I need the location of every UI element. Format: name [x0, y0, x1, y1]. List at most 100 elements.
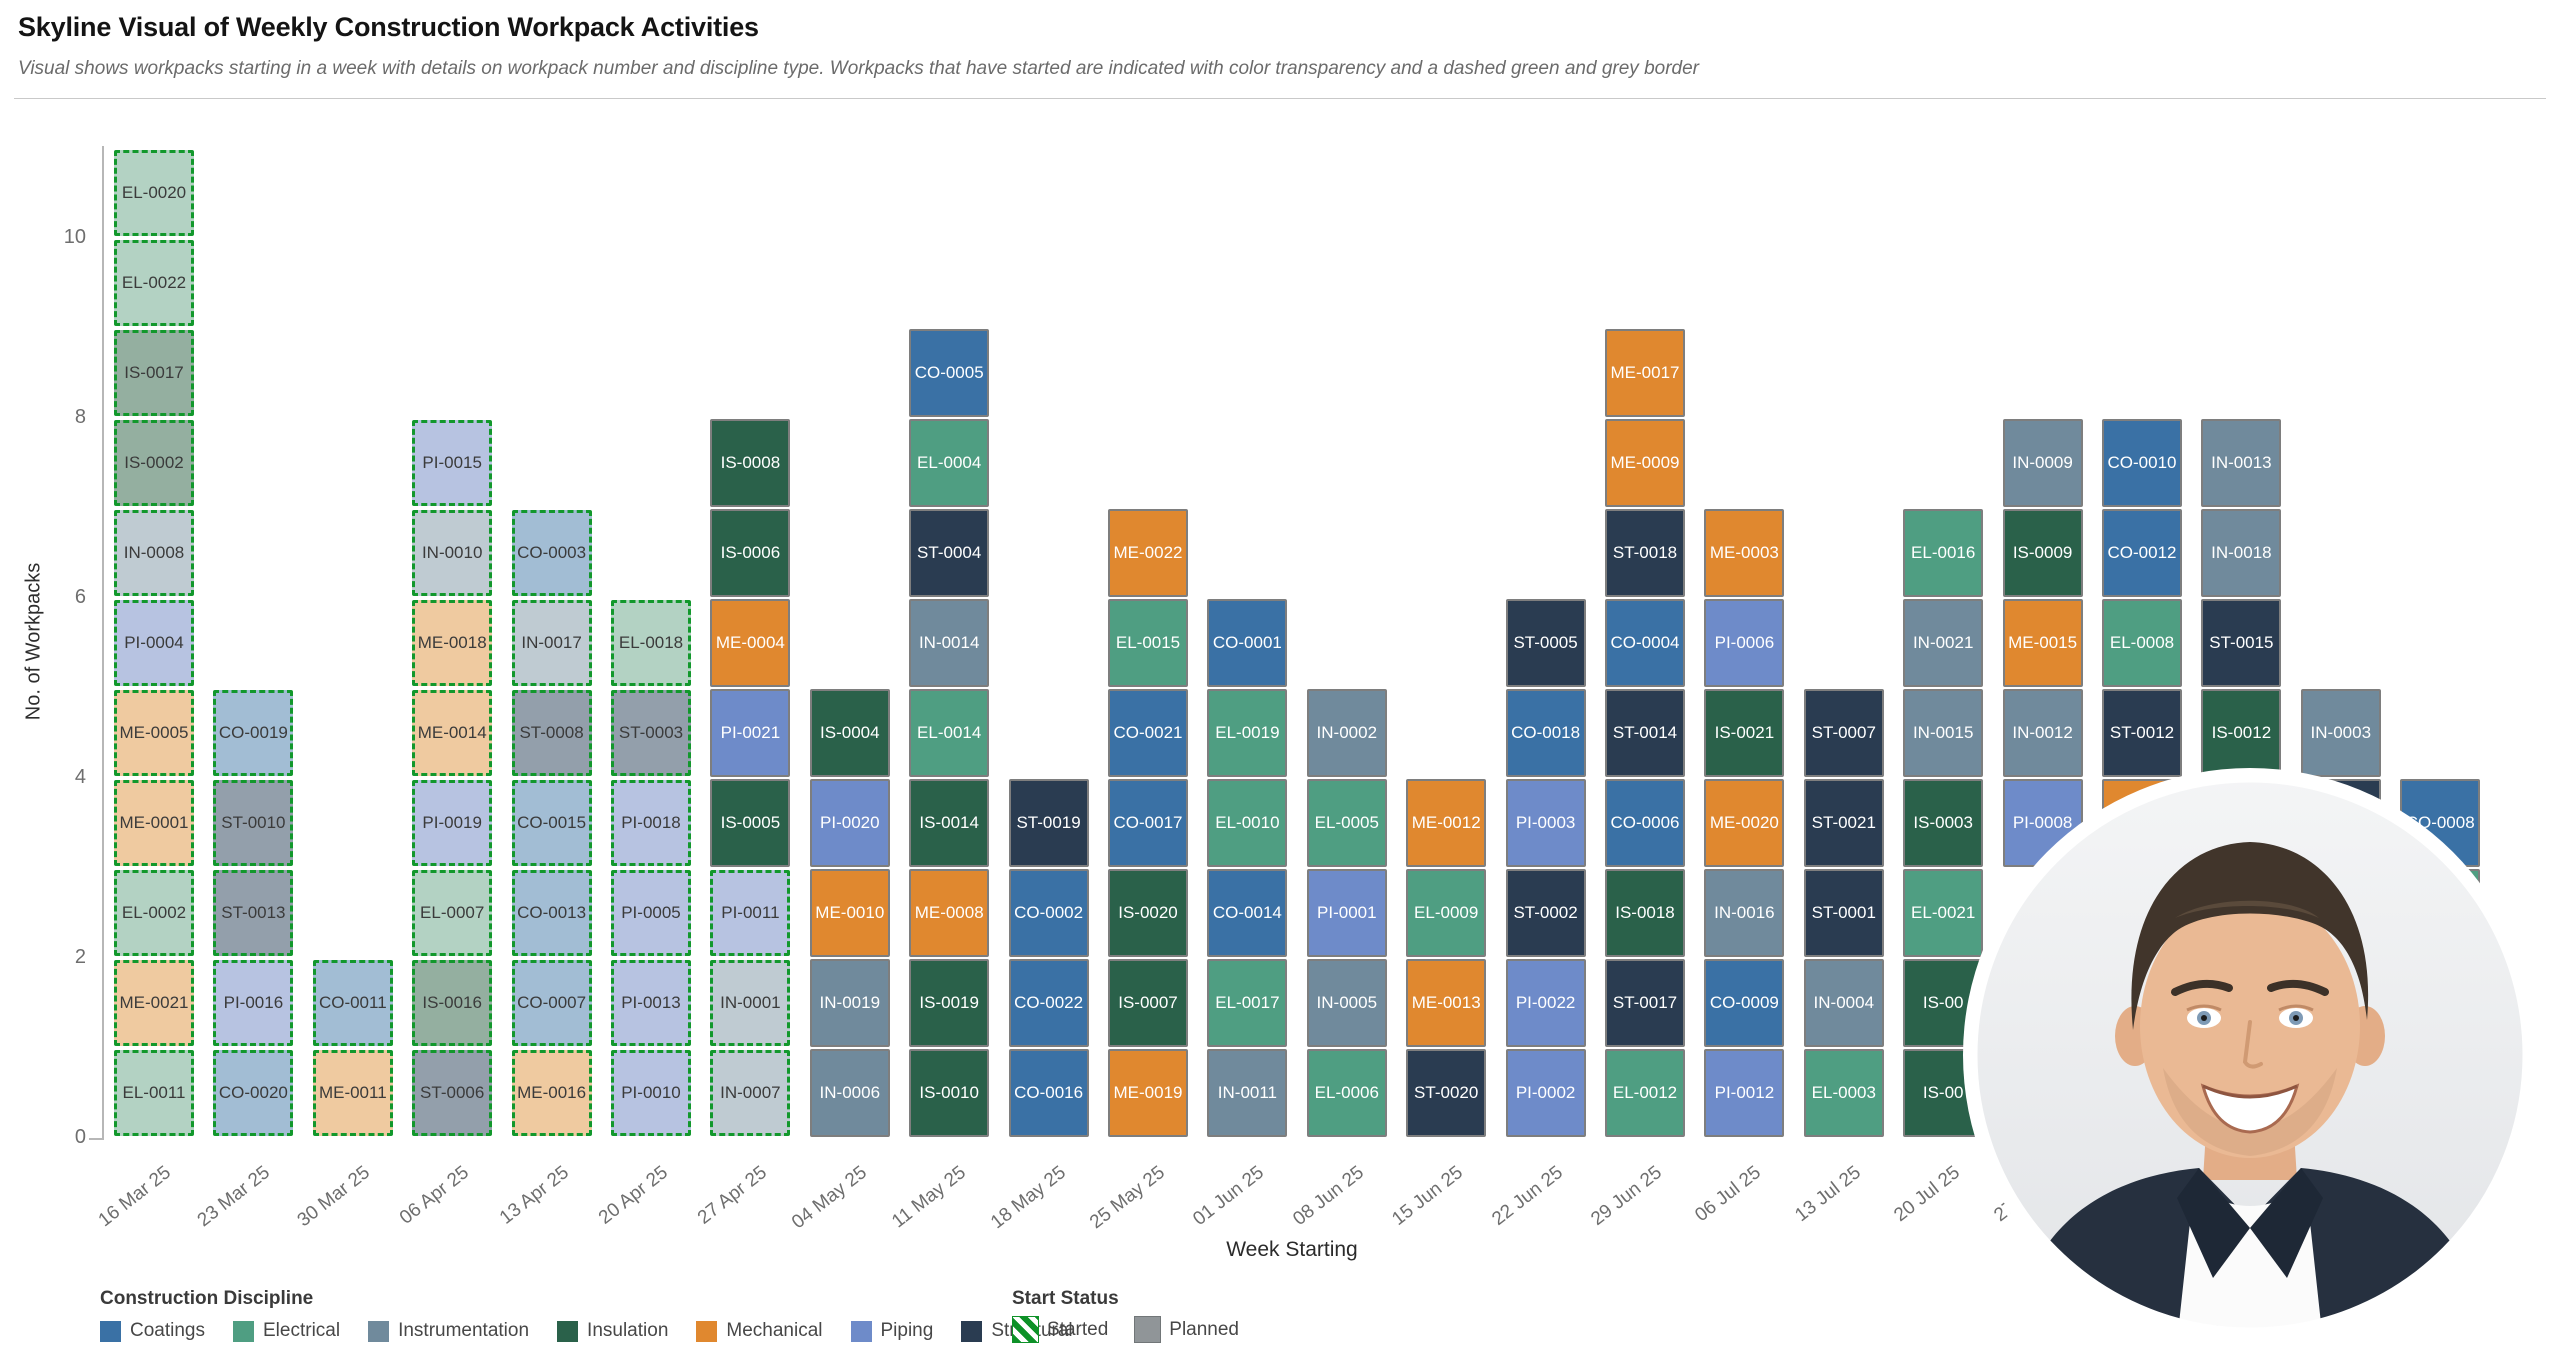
- workpack-block[interactable]: CO-0021: [1108, 689, 1188, 777]
- workpack-block[interactable]: IS-0016: [412, 960, 493, 1046]
- workpack-block[interactable]: IS-0009: [2002, 509, 2083, 597]
- workpack-block[interactable]: CO-0016: [1008, 1049, 1089, 1137]
- workpack-block[interactable]: ST-0003: [611, 690, 691, 776]
- workpack-block[interactable]: IN-0003: [2300, 689, 2381, 777]
- workpack-block[interactable]: ST-0010: [213, 780, 294, 866]
- workpack-block[interactable]: IN-0017: [511, 600, 592, 686]
- legend-item-mechanical[interactable]: Mechanical: [696, 1320, 823, 1342]
- workpack-block[interactable]: EL-0005: [1306, 779, 1387, 867]
- legend-item-planned[interactable]: Planned: [1134, 1316, 1239, 1343]
- workpack-block[interactable]: PI-0006: [1704, 599, 1785, 687]
- workpack-block[interactable]: IN-0016: [1704, 869, 1785, 957]
- workpack-block[interactable]: PI-0015: [412, 420, 493, 506]
- legend-item-coatings[interactable]: Coatings: [100, 1320, 205, 1342]
- workpack-block[interactable]: CO-0015: [511, 780, 592, 866]
- legend-item-electrical[interactable]: Electrical: [233, 1320, 340, 1342]
- workpack-block[interactable]: ME-0004: [710, 599, 791, 687]
- workpack-block[interactable]: CO-0012: [2102, 509, 2182, 597]
- workpack-block[interactable]: ME-0003: [1704, 509, 1785, 597]
- workpack-block[interactable]: PI-0022: [1505, 959, 1586, 1047]
- workpack-block[interactable]: EL-0020: [114, 150, 194, 236]
- workpack-block[interactable]: ME-0020: [1704, 779, 1785, 867]
- workpack-block[interactable]: ME-0001: [114, 780, 194, 866]
- workpack-block[interactable]: IN-0009: [2002, 419, 2083, 507]
- workpack-block[interactable]: ST-0021: [1803, 779, 1884, 867]
- workpack-block[interactable]: EL-0018: [611, 600, 691, 686]
- workpack-block[interactable]: PI-0005: [611, 870, 691, 956]
- workpack-block[interactable]: EL-0009: [1406, 869, 1487, 957]
- workpack-block[interactable]: CO-0005: [909, 329, 990, 417]
- workpack-block[interactable]: EL-0002: [114, 870, 194, 956]
- workpack-block[interactable]: EL-0014: [909, 689, 990, 777]
- workpack-block[interactable]: ME-0021: [114, 960, 194, 1046]
- workpack-block[interactable]: ME-0018: [412, 600, 493, 686]
- workpack-block[interactable]: IN-0002: [1306, 689, 1387, 777]
- workpack-block[interactable]: EL-0011: [114, 1050, 194, 1136]
- workpack-block[interactable]: PI-0010: [611, 1050, 691, 1136]
- workpack-block[interactable]: IS-0014: [909, 779, 990, 867]
- workpack-block[interactable]: ME-0019: [1108, 1049, 1188, 1137]
- workpack-block[interactable]: EL-0010: [1207, 779, 1288, 867]
- workpack-block[interactable]: IS-0004: [809, 689, 890, 777]
- workpack-block[interactable]: ME-0022: [1108, 509, 1188, 597]
- workpack-block[interactable]: ME-0009: [1605, 419, 1685, 507]
- workpack-block[interactable]: ME-0014: [412, 690, 493, 776]
- workpack-block[interactable]: IN-0013: [2201, 419, 2282, 507]
- workpack-block[interactable]: ME-0005: [114, 690, 194, 776]
- workpack-block[interactable]: IS-0008: [710, 419, 791, 507]
- workpack-block[interactable]: EL-0021: [1903, 869, 1984, 957]
- legend-item-piping[interactable]: Piping: [850, 1320, 933, 1342]
- workpack-block[interactable]: ME-0008: [909, 869, 990, 957]
- workpack-block[interactable]: ST-0014: [1605, 689, 1685, 777]
- workpack-block[interactable]: CO-0018: [1505, 689, 1586, 777]
- workpack-block[interactable]: CO-0001: [1207, 599, 1288, 687]
- workpack-block[interactable]: PI-0018: [611, 780, 691, 866]
- workpack-block[interactable]: IN-0018: [2201, 509, 2282, 597]
- workpack-block[interactable]: IS-0018: [1605, 869, 1685, 957]
- workpack-block[interactable]: PI-0011: [710, 870, 791, 956]
- workpack-block[interactable]: IS-0002: [114, 420, 194, 506]
- workpack-block[interactable]: PI-0019: [412, 780, 493, 866]
- workpack-block[interactable]: ST-0004: [909, 509, 990, 597]
- workpack-block[interactable]: IS-0019: [909, 959, 990, 1047]
- workpack-block[interactable]: EL-0015: [1108, 599, 1188, 687]
- workpack-block[interactable]: CO-0017: [1108, 779, 1188, 867]
- workpack-block[interactable]: CO-0007: [511, 960, 592, 1046]
- workpack-block[interactable]: CO-0020: [213, 1050, 294, 1136]
- workpack-block[interactable]: IS-0020: [1108, 869, 1188, 957]
- workpack-block[interactable]: ST-0012: [2102, 689, 2182, 777]
- workpack-block[interactable]: CO-0013: [511, 870, 592, 956]
- workpack-block[interactable]: ME-0011: [312, 1050, 393, 1136]
- workpack-block[interactable]: EL-0017: [1207, 959, 1288, 1047]
- workpack-block[interactable]: ME-0016: [511, 1050, 592, 1136]
- workpack-block[interactable]: PI-0001: [1306, 869, 1387, 957]
- workpack-block[interactable]: IN-0005: [1306, 959, 1387, 1047]
- workpack-block[interactable]: IN-0014: [909, 599, 990, 687]
- workpack-block[interactable]: EL-0006: [1306, 1049, 1387, 1137]
- workpack-block[interactable]: ME-0015: [2002, 599, 2083, 687]
- workpack-block[interactable]: EL-0022: [114, 240, 194, 326]
- workpack-block[interactable]: CO-0022: [1008, 959, 1089, 1047]
- workpack-block[interactable]: IN-0004: [1803, 959, 1884, 1047]
- workpack-block[interactable]: ST-0017: [1605, 959, 1685, 1047]
- workpack-block[interactable]: IN-0001: [710, 960, 791, 1046]
- workpack-block[interactable]: CO-0003: [511, 510, 592, 596]
- workpack-block[interactable]: ST-0019: [1008, 779, 1089, 867]
- workpack-block[interactable]: CO-0004: [1605, 599, 1685, 687]
- workpack-block[interactable]: IN-0008: [114, 510, 194, 596]
- workpack-block[interactable]: PI-0016: [213, 960, 294, 1046]
- workpack-block[interactable]: IS-0007: [1108, 959, 1188, 1047]
- workpack-block[interactable]: CO-0014: [1207, 869, 1288, 957]
- workpack-block[interactable]: IN-0010: [412, 510, 493, 596]
- workpack-block[interactable]: ME-0017: [1605, 329, 1685, 417]
- workpack-block[interactable]: IN-0015: [1903, 689, 1984, 777]
- workpack-block[interactable]: PI-0003: [1505, 779, 1586, 867]
- workpack-block[interactable]: EL-0019: [1207, 689, 1288, 777]
- workpack-block[interactable]: IS-0005: [710, 779, 791, 867]
- workpack-block[interactable]: EL-0008: [2102, 599, 2182, 687]
- workpack-block[interactable]: CO-0006: [1605, 779, 1685, 867]
- workpack-block[interactable]: PI-0002: [1505, 1049, 1586, 1137]
- workpack-block[interactable]: IS-0021: [1704, 689, 1785, 777]
- legend-item-insulation[interactable]: Insulation: [557, 1320, 668, 1342]
- workpack-block[interactable]: IN-0019: [809, 959, 890, 1047]
